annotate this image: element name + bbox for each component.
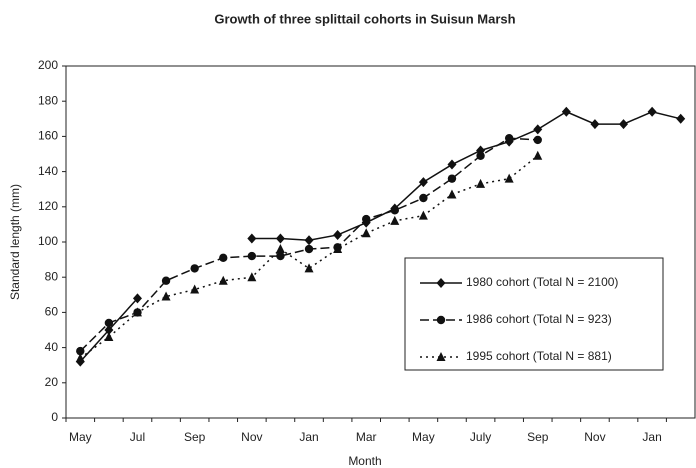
marker-triangle — [476, 178, 486, 188]
x-axis-label: Month — [348, 454, 381, 468]
x-tick-label: Nov — [584, 430, 605, 444]
marker-diamond — [619, 119, 629, 130]
marker-circle — [247, 251, 257, 261]
marker-triangle — [418, 210, 428, 220]
marker-circle — [476, 151, 485, 160]
x-tick-label: Sep — [184, 430, 206, 444]
y-tick-label: 80 — [45, 269, 59, 283]
marker-triangle — [75, 353, 85, 363]
x-tick-label: Sep — [527, 430, 549, 444]
marker-diamond — [447, 159, 457, 170]
x-tick-label: May — [412, 430, 435, 444]
marker-diamond — [647, 106, 657, 117]
legend-marker — [436, 315, 446, 325]
marker-diamond — [104, 325, 114, 335]
y-axis-label: Standard length (mm) — [8, 184, 22, 300]
x-tick-label: Mar — [356, 430, 377, 444]
marker-diamond — [247, 233, 257, 244]
marker-triangle — [190, 284, 200, 294]
y-tick-label: 100 — [38, 234, 58, 248]
legend-box — [404, 257, 664, 371]
x-tick-label: July — [470, 430, 491, 444]
marker-triangle — [504, 173, 514, 183]
x-tick-label: Nov — [241, 430, 262, 444]
marker-triangle — [533, 150, 543, 160]
marker-circle — [304, 244, 314, 254]
legend-marker — [436, 278, 446, 288]
marker-circle — [533, 135, 542, 145]
marker-diamond — [590, 119, 600, 130]
y-tick-label: 20 — [45, 375, 59, 389]
x-tick-label: Jan — [642, 430, 661, 444]
marker-triangle — [361, 228, 371, 238]
marker-triangle — [132, 307, 142, 317]
marker-diamond — [533, 124, 543, 135]
marker-triangle — [161, 291, 171, 301]
marker-circle — [504, 133, 514, 143]
marker-circle — [104, 318, 114, 328]
x-tick-label: Jul — [130, 430, 145, 444]
marker-triangle — [333, 244, 343, 254]
marker-triangle — [218, 275, 228, 285]
marker-circle — [276, 251, 285, 261]
marker-diamond — [676, 113, 686, 124]
y-tick-label: 140 — [38, 164, 58, 178]
legend-label: 1986 cohort (Total N = 923) — [466, 312, 612, 326]
legend-label: 1980 cohort (Total N = 2100) — [466, 275, 618, 289]
marker-diamond — [333, 229, 343, 240]
marker-circle — [219, 253, 228, 263]
marker-circle — [161, 276, 171, 285]
marker-diamond — [132, 293, 142, 304]
marker-diamond — [418, 177, 428, 188]
y-tick-label: 120 — [38, 199, 58, 213]
y-tick-label: 200 — [38, 58, 58, 72]
chart-title: Growth of three splittail cohorts in Sui… — [214, 11, 515, 26]
marker-triangle — [390, 215, 400, 225]
marker-diamond — [304, 235, 314, 246]
marker-triangle — [104, 332, 114, 342]
marker-circle — [76, 346, 85, 356]
legend-marker — [436, 352, 446, 361]
y-tick-label: 40 — [45, 340, 59, 354]
marker-triangle — [275, 244, 285, 254]
x-tick-label: Jan — [299, 430, 318, 444]
marker-circle — [190, 264, 199, 273]
marker-circle — [362, 214, 371, 224]
marker-circle — [419, 193, 428, 203]
marker-circle — [447, 174, 457, 183]
marker-triangle — [304, 263, 314, 273]
y-tick-label: 0 — [51, 410, 58, 424]
marker-diamond — [561, 106, 571, 117]
marker-triangle — [247, 272, 257, 282]
marker-diamond — [275, 233, 285, 244]
x-tick-label: May — [69, 430, 92, 444]
legend-label: 1995 cohort (Total N = 881) — [466, 349, 612, 363]
y-tick-label: 180 — [38, 93, 58, 107]
y-tick-label: 160 — [38, 129, 58, 143]
marker-circle — [390, 206, 399, 215]
y-tick-label: 60 — [45, 305, 59, 319]
marker-triangle — [447, 189, 457, 199]
